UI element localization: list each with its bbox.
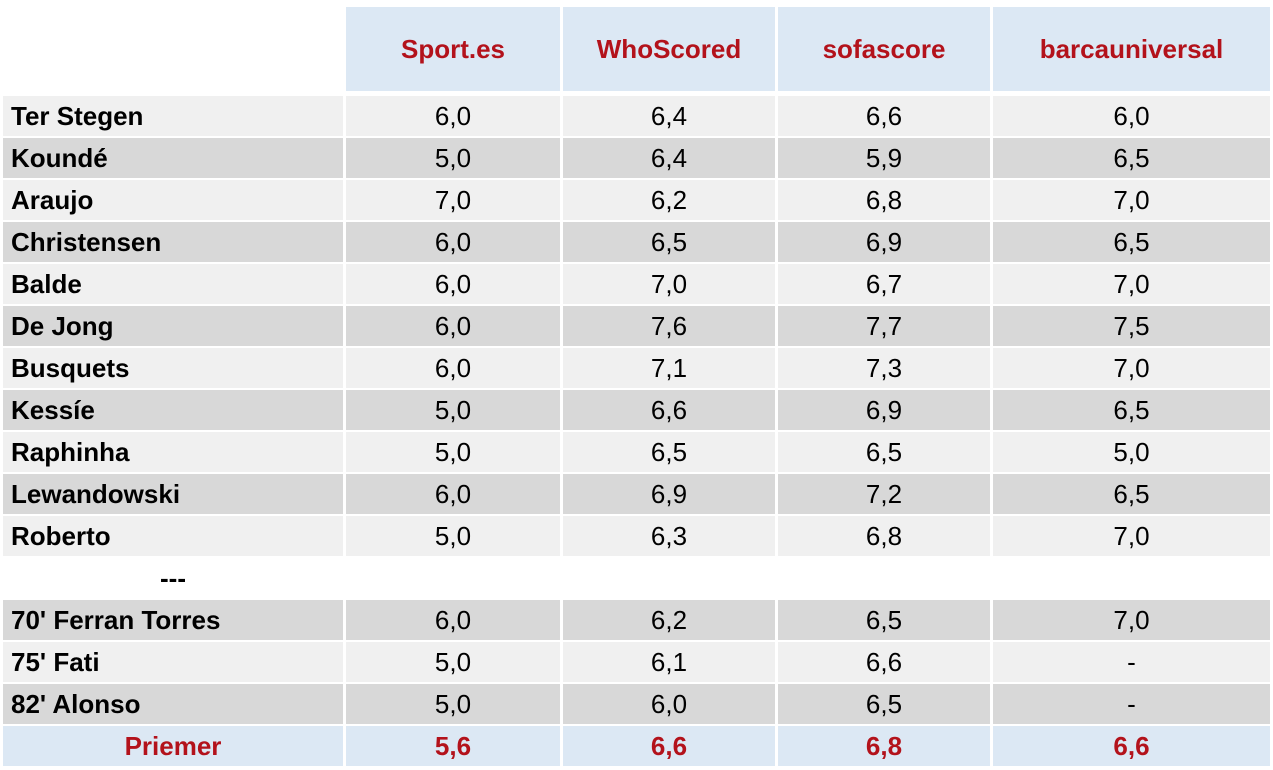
rating-cell: 6,6: [778, 96, 990, 136]
rating-cell: 6,5: [778, 432, 990, 472]
player-name: Kessíe: [3, 390, 343, 430]
rating-cell: 6,5: [993, 474, 1270, 514]
rating-cell: 6,0: [346, 474, 560, 514]
player-name: 70' Ferran Torres: [3, 600, 343, 640]
rating-cell: 6,5: [993, 390, 1270, 430]
rating-cell: 5,0: [346, 390, 560, 430]
average-value: 5,6: [346, 726, 560, 766]
rating-cell: 6,6: [778, 642, 990, 682]
rating-cell: 7,0: [346, 180, 560, 220]
rating-cell: 7,0: [563, 264, 775, 304]
rating-cell: 6,0: [346, 306, 560, 346]
rating-cell: 6,9: [778, 390, 990, 430]
player-name: Raphinha: [3, 432, 343, 472]
rating-cell: 5,0: [346, 138, 560, 178]
player-name: De Jong: [3, 306, 343, 346]
player-name: Koundé: [3, 138, 343, 178]
rating-cell: 6,0: [346, 96, 560, 136]
rating-cell: 6,0: [563, 684, 775, 724]
player-name: Christensen: [3, 222, 343, 262]
column-header: WhoScored: [563, 7, 775, 91]
player-name: 82' Alonso: [3, 684, 343, 724]
rating-cell: 6,8: [778, 516, 990, 556]
rating-cell: 6,5: [563, 432, 775, 472]
rating-cell: 6,0: [346, 222, 560, 262]
column-header: sofascore: [778, 7, 990, 91]
rating-cell: 5,0: [346, 642, 560, 682]
column-header: barcauniversal: [993, 7, 1270, 91]
rating-cell: 6,0: [346, 348, 560, 388]
rating-cell: 6,6: [563, 390, 775, 430]
separator: ---: [160, 562, 186, 593]
average-value: 6,8: [778, 726, 990, 766]
rating-cell: 6,9: [563, 474, 775, 514]
rating-cell: 5,0: [993, 432, 1270, 472]
rating-cell: 5,0: [346, 432, 560, 472]
rating-cell: 6,1: [563, 642, 775, 682]
average-label: Priemer: [3, 726, 343, 766]
rating-cell: 7,2: [778, 474, 990, 514]
rating-cell: 7,5: [993, 306, 1270, 346]
rating-cell: 7,3: [778, 348, 990, 388]
rating-cell: 5,0: [346, 684, 560, 724]
rating-cell: 6,2: [563, 180, 775, 220]
player-name: Balde: [3, 264, 343, 304]
rating-cell: 6,4: [563, 138, 775, 178]
player-name: Araujo: [3, 180, 343, 220]
rating-cell: 7,0: [993, 600, 1270, 640]
rating-cell: 6,5: [993, 222, 1270, 262]
rating-cell: 6,0: [993, 96, 1270, 136]
rating-cell: 6,4: [563, 96, 775, 136]
player-name: 75' Fati: [3, 642, 343, 682]
rating-cell: 7,0: [993, 180, 1270, 220]
average-value: 6,6: [563, 726, 775, 766]
rating-cell: 6,5: [563, 222, 775, 262]
player-name: Lewandowski: [3, 474, 343, 514]
rating-cell: 6,7: [778, 264, 990, 304]
rating-cell: 6,9: [778, 222, 990, 262]
rating-cell: 6,3: [563, 516, 775, 556]
rating-cell: 5,0: [346, 516, 560, 556]
rating-cell: 6,0: [346, 600, 560, 640]
rating-cell: 6,8: [778, 180, 990, 220]
rating-cell: 6,5: [993, 138, 1270, 178]
rating-cell: -: [993, 684, 1270, 724]
rating-cell: 7,0: [993, 516, 1270, 556]
rating-cell: -: [993, 642, 1270, 682]
column-header: Sport.es: [346, 7, 560, 91]
rating-cell: 7,0: [993, 264, 1270, 304]
rating-cell: 5,9: [778, 138, 990, 178]
rating-cell: 7,0: [993, 348, 1270, 388]
rating-cell: 7,7: [778, 306, 990, 346]
rating-cell: 6,0: [346, 264, 560, 304]
rating-cell: 7,1: [563, 348, 775, 388]
rating-cell: 6,5: [778, 600, 990, 640]
average-value: 6,6: [993, 726, 1270, 766]
player-name: Busquets: [3, 348, 343, 388]
rating-cell: 6,5: [778, 684, 990, 724]
player-name: Roberto: [3, 516, 343, 556]
rating-cell: 6,2: [563, 600, 775, 640]
player-name: Ter Stegen: [3, 96, 343, 136]
rating-cell: 7,6: [563, 306, 775, 346]
